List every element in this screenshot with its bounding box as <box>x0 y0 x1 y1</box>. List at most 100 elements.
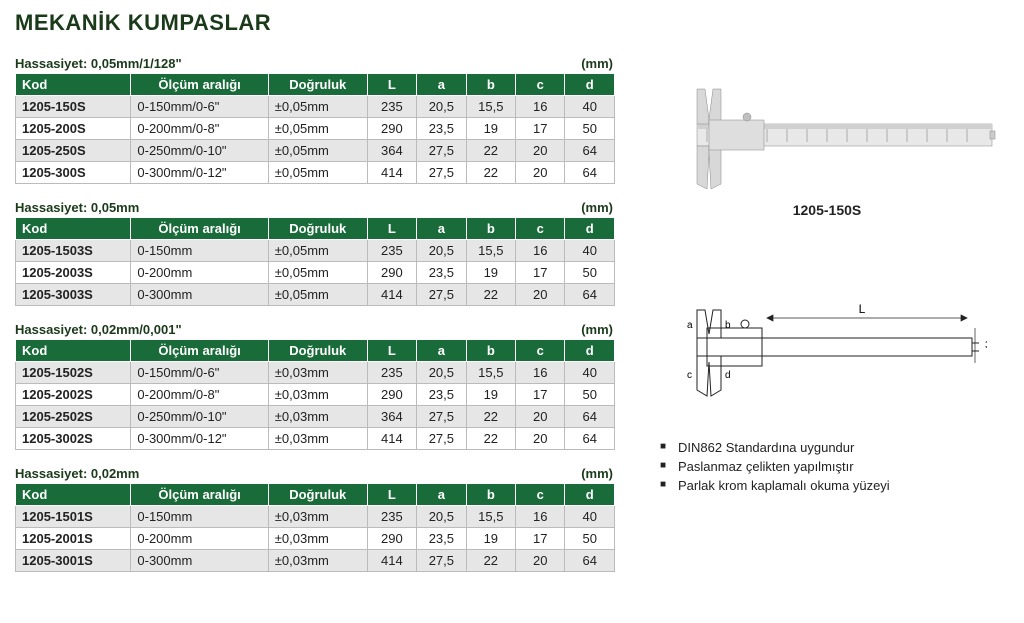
table-cell: 16 <box>516 506 565 528</box>
spec-table-block: Hassasiyet: 0,02mm(mm)KodÖlçüm aralığıDo… <box>15 464 615 572</box>
column-header: d <box>565 218 615 240</box>
feature-item: Parlak krom kaplamalı okuma yüzeyi <box>660 476 1009 495</box>
table-cell: ±0,05mm <box>268 240 367 262</box>
table-cell: 1205-3001S <box>16 550 131 572</box>
table-cell: 290 <box>367 118 416 140</box>
table-row: 1205-3002S0-300mm/0-12"±0,03mm41427,5222… <box>16 428 615 450</box>
feature-list: DIN862 Standardına uygundurPaslanmaz çel… <box>660 438 1009 495</box>
table-cell: ±0,05mm <box>268 284 367 306</box>
feature-item: DIN862 Standardına uygundur <box>660 438 1009 457</box>
table-cell: 1205-250S <box>16 140 131 162</box>
table-caption: Hassasiyet: 0,05mm(mm) <box>15 198 615 217</box>
column-header: d <box>565 484 615 506</box>
table-cell: 20,5 <box>417 96 466 118</box>
table-cell: 0-250mm/0-10" <box>131 140 268 162</box>
table-cell: 414 <box>367 284 416 306</box>
table-cell: ±0,03mm <box>268 428 367 450</box>
column-header: b <box>466 218 515 240</box>
table-cell: 27,5 <box>417 428 466 450</box>
column-header: d <box>565 74 615 96</box>
column-header: b <box>466 340 515 362</box>
table-cell: 414 <box>367 162 416 184</box>
column-header: c <box>516 484 565 506</box>
table-cell: 1205-1501S <box>16 506 131 528</box>
table-cell: ±0,03mm <box>268 506 367 528</box>
table-cell: 64 <box>565 406 615 428</box>
column-header: L <box>367 484 416 506</box>
table-cell: 1205-300S <box>16 162 131 184</box>
table-cell: 64 <box>565 140 615 162</box>
table-cell: 0-150mm <box>131 506 268 528</box>
table-cell: 19 <box>466 384 515 406</box>
table-caption: Hassasiyet: 0,02mm(mm) <box>15 464 615 483</box>
table-row: 1205-1503S0-150mm±0,05mm23520,515,51640 <box>16 240 615 262</box>
column-header: Doğruluk <box>268 484 367 506</box>
column-header: Kod <box>16 218 131 240</box>
column-header: c <box>516 218 565 240</box>
table-cell: 50 <box>565 384 615 406</box>
table-row: 1205-3003S0-300mm±0,05mm41427,5222064 <box>16 284 615 306</box>
column-header: a <box>417 74 466 96</box>
table-row: 1205-2002S0-200mm/0-8"±0,03mm29023,51917… <box>16 384 615 406</box>
table-cell: 1205-2001S <box>16 528 131 550</box>
svg-text:a: a <box>687 320 693 331</box>
column-header: b <box>466 74 515 96</box>
page-title: MEKANİK KUMPASLAR <box>15 10 1009 36</box>
table-cell: 1205-2002S <box>16 384 131 406</box>
spec-table: KodÖlçüm aralığıDoğrulukLabcd1205-1502S0… <box>15 339 615 450</box>
table-cell: 19 <box>466 528 515 550</box>
table-cell: 27,5 <box>417 550 466 572</box>
table-cell: 1205-150S <box>16 96 131 118</box>
table-cell: 1205-3002S <box>16 428 131 450</box>
table-cell: 23,5 <box>417 528 466 550</box>
table-cell: 64 <box>565 550 615 572</box>
table-cell: 50 <box>565 528 615 550</box>
table-cell: 15,5 <box>466 96 515 118</box>
table-cell: 22 <box>466 406 515 428</box>
table-cell: 20 <box>516 162 565 184</box>
svg-text:b: b <box>725 320 731 331</box>
table-cell: 1205-200S <box>16 118 131 140</box>
column-header: a <box>417 484 466 506</box>
table-cell: 414 <box>367 428 416 450</box>
table-cell: 22 <box>466 140 515 162</box>
table-cell: 0-300mm <box>131 550 268 572</box>
table-cell: 40 <box>565 96 615 118</box>
table-caption: Hassasiyet: 0,05mm/1/128"(mm) <box>15 54 615 73</box>
table-cell: 364 <box>367 406 416 428</box>
table-row: 1205-2003S0-200mm±0,05mm29023,5191750 <box>16 262 615 284</box>
table-cell: 64 <box>565 162 615 184</box>
table-cell: 1205-2502S <box>16 406 131 428</box>
table-cell: 15,5 <box>466 240 515 262</box>
column-header: L <box>367 74 416 96</box>
table-cell: 20 <box>516 550 565 572</box>
table-cell: 50 <box>565 262 615 284</box>
table-cell: 290 <box>367 528 416 550</box>
table-caption: Hassasiyet: 0,02mm/0,001"(mm) <box>15 320 615 339</box>
table-cell: 0-200mm <box>131 528 268 550</box>
table-cell: 235 <box>367 96 416 118</box>
spec-table-block: Hassasiyet: 0,02mm/0,001"(mm)KodÖlçüm ar… <box>15 320 615 450</box>
table-cell: 22 <box>466 162 515 184</box>
table-cell: ±0,03mm <box>268 550 367 572</box>
spec-table: KodÖlçüm aralığıDoğrulukLabcd1205-1503S0… <box>15 217 615 306</box>
spec-table: KodÖlçüm aralığıDoğrulukLabcd1205-1501S0… <box>15 483 615 572</box>
table-cell: 64 <box>565 428 615 450</box>
table-cell: 1205-3003S <box>16 284 131 306</box>
table-cell: 16 <box>516 240 565 262</box>
table-cell: 20 <box>516 406 565 428</box>
table-row: 1205-200S0-200mm/0-8"±0,05mm29023,519175… <box>16 118 615 140</box>
table-cell: ±0,05mm <box>268 96 367 118</box>
column-header: Doğruluk <box>268 340 367 362</box>
table-cell: 0-200mm/0-8" <box>131 384 268 406</box>
tables-column: Hassasiyet: 0,05mm/1/128"(mm)KodÖlçüm ar… <box>15 54 615 586</box>
table-row: 1205-2001S0-200mm±0,03mm29023,5191750 <box>16 528 615 550</box>
table-cell: 16 <box>516 96 565 118</box>
table-cell: 0-200mm <box>131 262 268 284</box>
column-header: Ölçüm aralığı <box>131 340 268 362</box>
table-cell: ±0,03mm <box>268 384 367 406</box>
table-cell: 15,5 <box>466 506 515 528</box>
column-header: a <box>417 218 466 240</box>
column-header: c <box>516 74 565 96</box>
table-cell: 17 <box>516 118 565 140</box>
